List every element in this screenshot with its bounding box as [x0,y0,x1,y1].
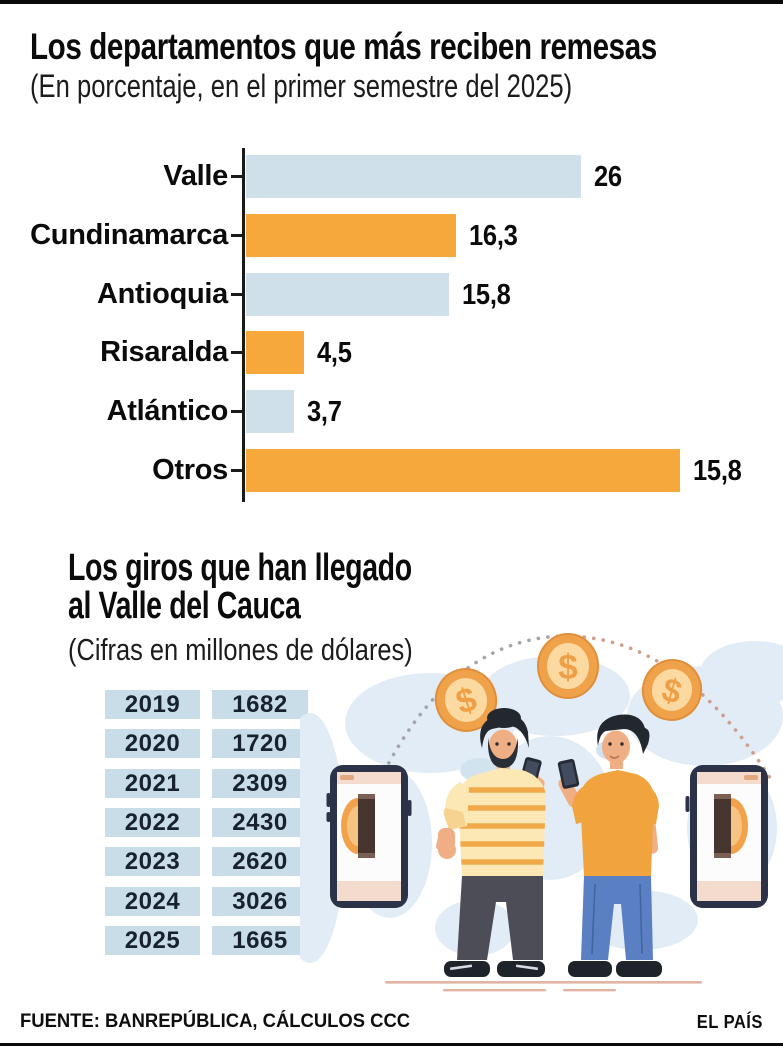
bar-category-label: Valle [163,160,228,192]
bar [246,214,456,257]
person-with-phone [436,708,546,977]
axis-tick [231,351,242,354]
dollar-coin-icon: $ [537,633,599,699]
smartphone-icon [326,765,412,908]
value-cell: 1665 [212,926,308,955]
bar-category-label: Atlántico [106,395,229,427]
section2-title-line1: Los giros que han llegado [68,547,412,589]
bar-category-label: Cundinamarca [30,219,228,251]
bar-value-label: 16,3 [469,220,518,252]
year-cell: 2020 [105,729,200,758]
bar [246,331,304,374]
year-cell: 2025 [105,926,200,955]
section2-subtitle: (Cifras en millones de dólares) [68,632,413,667]
year-cell: 2024 [105,887,200,916]
value-cell: 1720 [212,729,308,758]
y-axis-line [242,148,245,502]
year-cell: 2022 [105,808,200,837]
bottom-rule [0,1043,783,1046]
top-rule [0,0,783,4]
source-credit: FUENTE: BANREPÚBLICA, CÁLCULOS CCC [20,1011,411,1032]
axis-tick [231,293,242,296]
axis-tick [231,175,242,178]
page-subtitle: (En porcentaje, en el primer semestre de… [30,68,573,104]
year-cell: 2019 [105,690,200,719]
axis-tick [231,410,242,413]
section2-title: Los giros que han llegado al Valle del C… [68,549,412,625]
bar-value-label: 15,8 [462,279,511,311]
person-with-phone [557,714,662,977]
remittance-illustration: $ $ $ [300,633,783,992]
remittances-table: 2019 1682 2020 1720 2021 2309 2022 2430 2023 2620… [105,690,315,960]
bar-chart: Valle 26 Cundinamarca 16,3 Antioquia 15,8 Risa… [0,148,783,506]
brand-label: EL PAÍS [696,1012,763,1032]
bar-value-label: 3,7 [307,396,342,428]
page-title: Los departamentos que más reciben remesa… [30,26,657,67]
bar-category-label: Risaralda [100,336,228,368]
bar-category-label: Otros [152,454,228,486]
value-cell: 2430 [212,808,308,837]
value-cell: 3026 [212,887,308,916]
ground-lines [385,981,702,992]
bar [246,449,680,492]
svg-text:$: $ [558,648,577,687]
section2-title-line2: al Valle del Cauca [68,585,301,627]
smartphone-icon [685,765,768,908]
value-cell: 2309 [212,769,308,798]
dollar-coin-icon: $ [641,659,703,721]
value-cell: 1682 [212,690,308,719]
value-cell: 2620 [212,847,308,876]
bar-value-label: 15,8 [693,455,742,487]
bar [246,155,581,198]
axis-tick [231,234,242,237]
bar [246,390,294,433]
bar [246,273,449,316]
bar-value-label: 4,5 [317,337,352,369]
year-cell: 2021 [105,769,200,798]
bar-value-label: 26 [594,161,622,193]
year-cell: 2023 [105,847,200,876]
axis-tick [231,469,242,472]
bar-category-label: Antioquia [96,278,228,310]
dollar-coin-icon: $ [434,668,498,732]
